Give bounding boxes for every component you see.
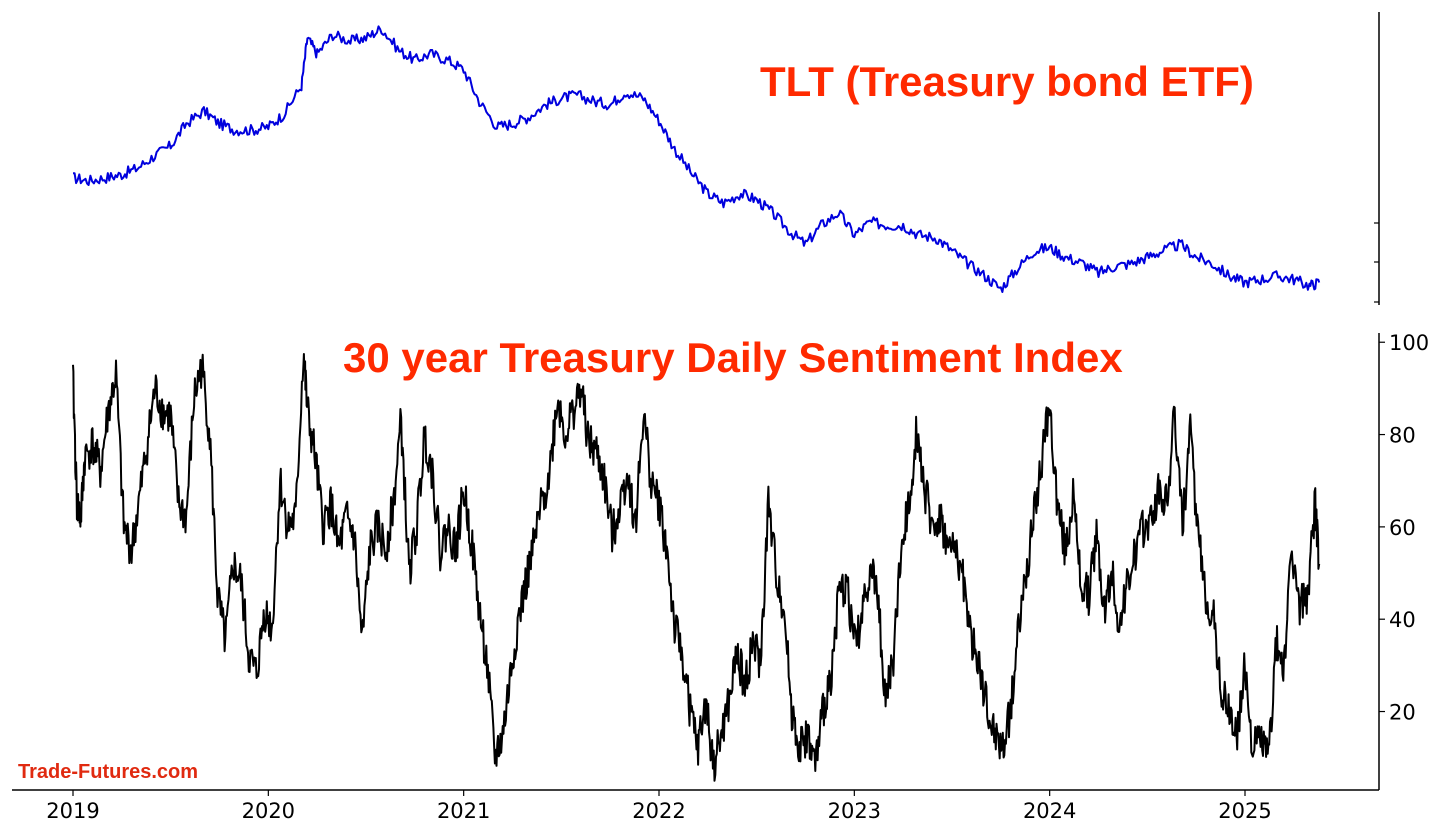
x-ticks: 2019 2020 2021 2022 2023 2024 2025 — [46, 790, 1272, 823]
x-tick-label: 2025 — [1218, 799, 1271, 823]
tlt-series-line — [73, 25, 1321, 293]
dsi-series-group — [72, 353, 1321, 782]
dsi-title: 30 year Treasury Daily Sentiment Index — [343, 334, 1123, 381]
dsi-y-ticks: 20 40 60 80 100 — [1379, 331, 1429, 725]
dsi-panel: 20 40 60 80 100 2019 2020 2021 2022 2023 2024 2025… — [12, 331, 1429, 823]
x-tick-label: 2023 — [828, 799, 881, 823]
y-tick-label: 100 — [1389, 331, 1429, 355]
y-tick-label: 20 — [1389, 701, 1416, 725]
x-tick-label: 2019 — [46, 799, 99, 823]
tlt-series-group — [73, 25, 1321, 293]
tlt-panel: TLT (Treasury bond ETF) — [73, 12, 1380, 305]
y-tick-label: 60 — [1389, 516, 1416, 540]
x-tick-label: 2021 — [437, 799, 490, 823]
y-tick-label: 40 — [1389, 608, 1416, 632]
x-tick-label: 2020 — [242, 799, 295, 823]
tlt-title: TLT (Treasury bond ETF) — [760, 58, 1254, 105]
x-tick-label: 2024 — [1023, 799, 1076, 823]
dsi-series-line — [72, 353, 1321, 782]
x-tick-label: 2022 — [632, 799, 685, 823]
watermark-text: Trade-Futures.com — [18, 761, 198, 783]
y-tick-label: 80 — [1389, 424, 1416, 448]
